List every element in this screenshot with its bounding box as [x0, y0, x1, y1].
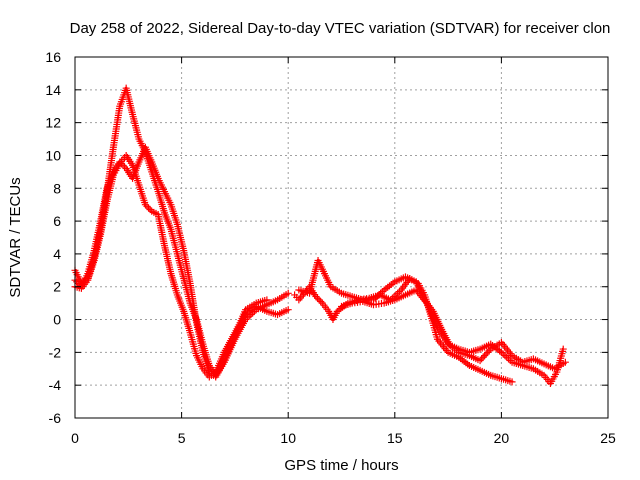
data-point-interp — [74, 279, 82, 287]
data-point-interp — [143, 202, 151, 210]
y-tick-label: -2 — [49, 344, 62, 360]
data-point-interp — [73, 278, 81, 286]
data-point-interp — [478, 355, 486, 363]
data-point — [141, 201, 149, 209]
y-tick-label: 2 — [53, 279, 61, 295]
grid — [75, 57, 608, 418]
data-point-interp — [485, 347, 493, 355]
x-tick-label: 0 — [71, 430, 79, 446]
x-tick-label: 5 — [178, 430, 186, 446]
y-axis-title: SDTVAR / TECUs — [7, 177, 24, 297]
data-point-interp — [117, 160, 125, 168]
data-point-interp — [395, 288, 403, 296]
data-point-interp — [484, 348, 492, 356]
x-tick-label: 25 — [600, 430, 616, 446]
data-point-interp — [146, 206, 154, 214]
x-tick-label: 10 — [280, 430, 296, 446]
data-point-interp — [119, 161, 127, 169]
y-tick-label: -6 — [49, 410, 62, 426]
y-tick-label: 8 — [53, 180, 61, 196]
data-point-interp — [315, 296, 323, 304]
data-point — [116, 158, 124, 166]
y-tick-label: 6 — [53, 213, 61, 229]
y-tick-label: 4 — [53, 246, 61, 262]
data-point — [508, 378, 516, 386]
y-tick-label: 10 — [45, 147, 61, 163]
x-tick-label: 15 — [387, 430, 403, 446]
data-point-interp — [121, 163, 129, 171]
data-point — [312, 293, 320, 301]
plot-frame — [74, 56, 609, 419]
x-axis-title: GPS time / hours — [284, 457, 398, 474]
data-point — [561, 358, 569, 366]
data-point-interp — [482, 350, 490, 358]
data-point-interp — [481, 352, 489, 360]
data-point-interp — [479, 353, 487, 361]
y-tick-label: 0 — [53, 312, 61, 328]
chart-title: Day 258 of 2022, Sidereal Day-to-day VTE… — [70, 20, 611, 37]
data-point-interp — [145, 204, 153, 212]
y-tick-label: 12 — [45, 115, 61, 131]
y-tick-label: 14 — [45, 82, 61, 98]
data-point — [263, 296, 271, 304]
data-point — [284, 289, 292, 297]
ticks: 0 5 10 15 20 25 -6 -4 -2 0 2 4 6 8 10 12 14 16 — [45, 49, 616, 446]
data-points — [71, 84, 569, 388]
x-tick-label: 20 — [494, 430, 510, 446]
data-point-interp — [314, 294, 322, 302]
y-tick-label: -4 — [49, 377, 62, 393]
y-tick-label: 16 — [45, 49, 61, 65]
data-point — [559, 345, 567, 353]
data-point — [284, 306, 292, 314]
data-point-interp — [317, 297, 325, 305]
data-point — [476, 357, 484, 365]
